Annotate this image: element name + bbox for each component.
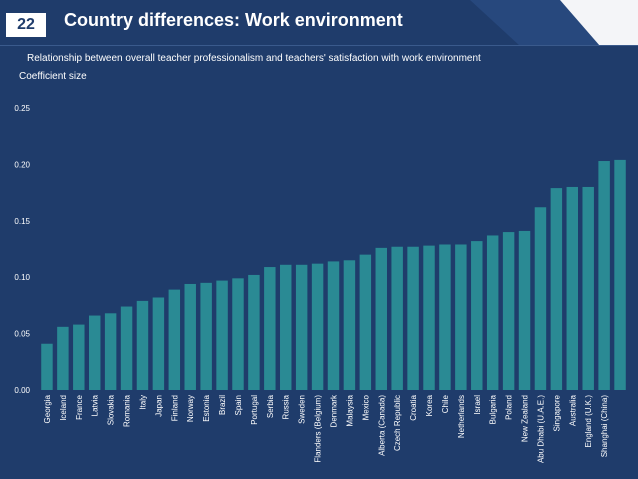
x-tick-label: Sweden (298, 395, 307, 424)
y-tick-label: 0.20 (14, 160, 30, 169)
x-tick-label: Denmark (330, 394, 339, 427)
bar (73, 324, 85, 390)
bar (598, 161, 610, 390)
bar (566, 186, 579, 390)
x-tick-label: Australia (568, 394, 577, 426)
y-axis-label: Coefficient size (19, 71, 87, 82)
x-tick-label: Latvia (91, 394, 100, 416)
x-tick-label: Mexico (361, 394, 370, 420)
bar (57, 326, 69, 390)
x-axis-labels: Georgia Iceland France Latvia Slovakia Romani… (43, 394, 609, 463)
x-tick-label: Poland (505, 395, 514, 420)
bar (295, 264, 308, 390)
bar (200, 282, 212, 390)
bar (359, 254, 372, 390)
x-tick-label: Japan (154, 395, 163, 417)
bar (264, 267, 276, 390)
x-tick-label: Slovakia (107, 394, 116, 425)
x-tick-label: New Zealand (521, 395, 530, 442)
bar (343, 260, 356, 390)
bar (391, 246, 403, 390)
x-tick-label: Norway (186, 395, 195, 422)
bar (423, 245, 435, 390)
x-tick-label: Malaysia (345, 394, 354, 426)
bar (439, 244, 451, 390)
bar (471, 241, 483, 390)
bar (136, 300, 149, 390)
x-tick-label: Netherlands (457, 395, 466, 438)
x-tick-label: England (U.K.) (584, 395, 593, 448)
x-tick-label: Israel (473, 395, 482, 415)
x-tick-label: Spain (234, 395, 243, 415)
bar (582, 186, 594, 390)
x-tick-label: France (75, 394, 84, 419)
x-tick-label: Russia (282, 394, 291, 419)
bar (534, 207, 547, 390)
chart-subtitle: Relationship between overall teacher pro… (27, 53, 481, 64)
header-background-shape (0, 0, 638, 46)
bar (455, 244, 467, 390)
y-axis-ticks: 0.25 0.20 0.15 0.10 0.05 0.00 (14, 104, 30, 395)
x-tick-label: Bulgaria (489, 394, 498, 424)
bar-series (41, 159, 626, 390)
x-tick-label: Georgia (43, 394, 52, 423)
x-tick-label: Croatia (409, 394, 418, 420)
bar (518, 230, 531, 390)
x-tick-label: Korea (425, 394, 434, 416)
bar (120, 306, 133, 390)
header-bar: 22 Country differences: Work environment (0, 0, 638, 46)
x-tick-label: Brazil (218, 395, 227, 415)
x-tick-label: Singapore (552, 394, 561, 431)
bar (550, 188, 563, 390)
x-tick-label: Estonia (202, 394, 211, 421)
slide-number: 22 (6, 13, 46, 37)
bar (248, 274, 260, 390)
x-tick-label: Portugal (250, 395, 259, 425)
bar (502, 232, 515, 390)
y-tick-label: 0.10 (14, 273, 30, 282)
bar (232, 278, 244, 390)
bar (375, 247, 387, 390)
x-tick-label: Abu Dhabi (U.A.E.) (536, 395, 545, 463)
x-tick-label: Finland (170, 395, 179, 421)
bar (327, 261, 340, 390)
x-tick-label: Chile (441, 394, 450, 413)
bar (104, 313, 117, 390)
x-tick-label: Romania (123, 394, 132, 427)
bar (311, 263, 324, 390)
y-tick-label: 0.25 (14, 104, 30, 113)
y-tick-label: 0.00 (14, 386, 30, 395)
bar (407, 246, 419, 390)
bar (280, 264, 292, 390)
bar (486, 235, 499, 390)
x-tick-label: Italy (138, 395, 147, 410)
x-tick-label: Shanghai (China) (600, 395, 609, 458)
y-tick-label: 0.05 (14, 330, 30, 339)
bar (88, 315, 101, 390)
y-tick-label: 0.15 (14, 217, 30, 226)
bar (614, 159, 626, 390)
x-tick-label: Serbia (266, 394, 275, 418)
x-tick-label: Alberta (Canada) (377, 395, 386, 456)
x-tick-label: Iceland (59, 395, 68, 421)
bar (168, 289, 181, 390)
slide-title: Country differences: Work environment (64, 10, 403, 30)
bar (184, 283, 196, 390)
x-tick-label: Flanders (Belgium) (314, 395, 323, 463)
bar (152, 297, 165, 390)
x-tick-label: Czech Republic (393, 395, 402, 451)
bar (216, 280, 228, 390)
bar (41, 343, 53, 390)
